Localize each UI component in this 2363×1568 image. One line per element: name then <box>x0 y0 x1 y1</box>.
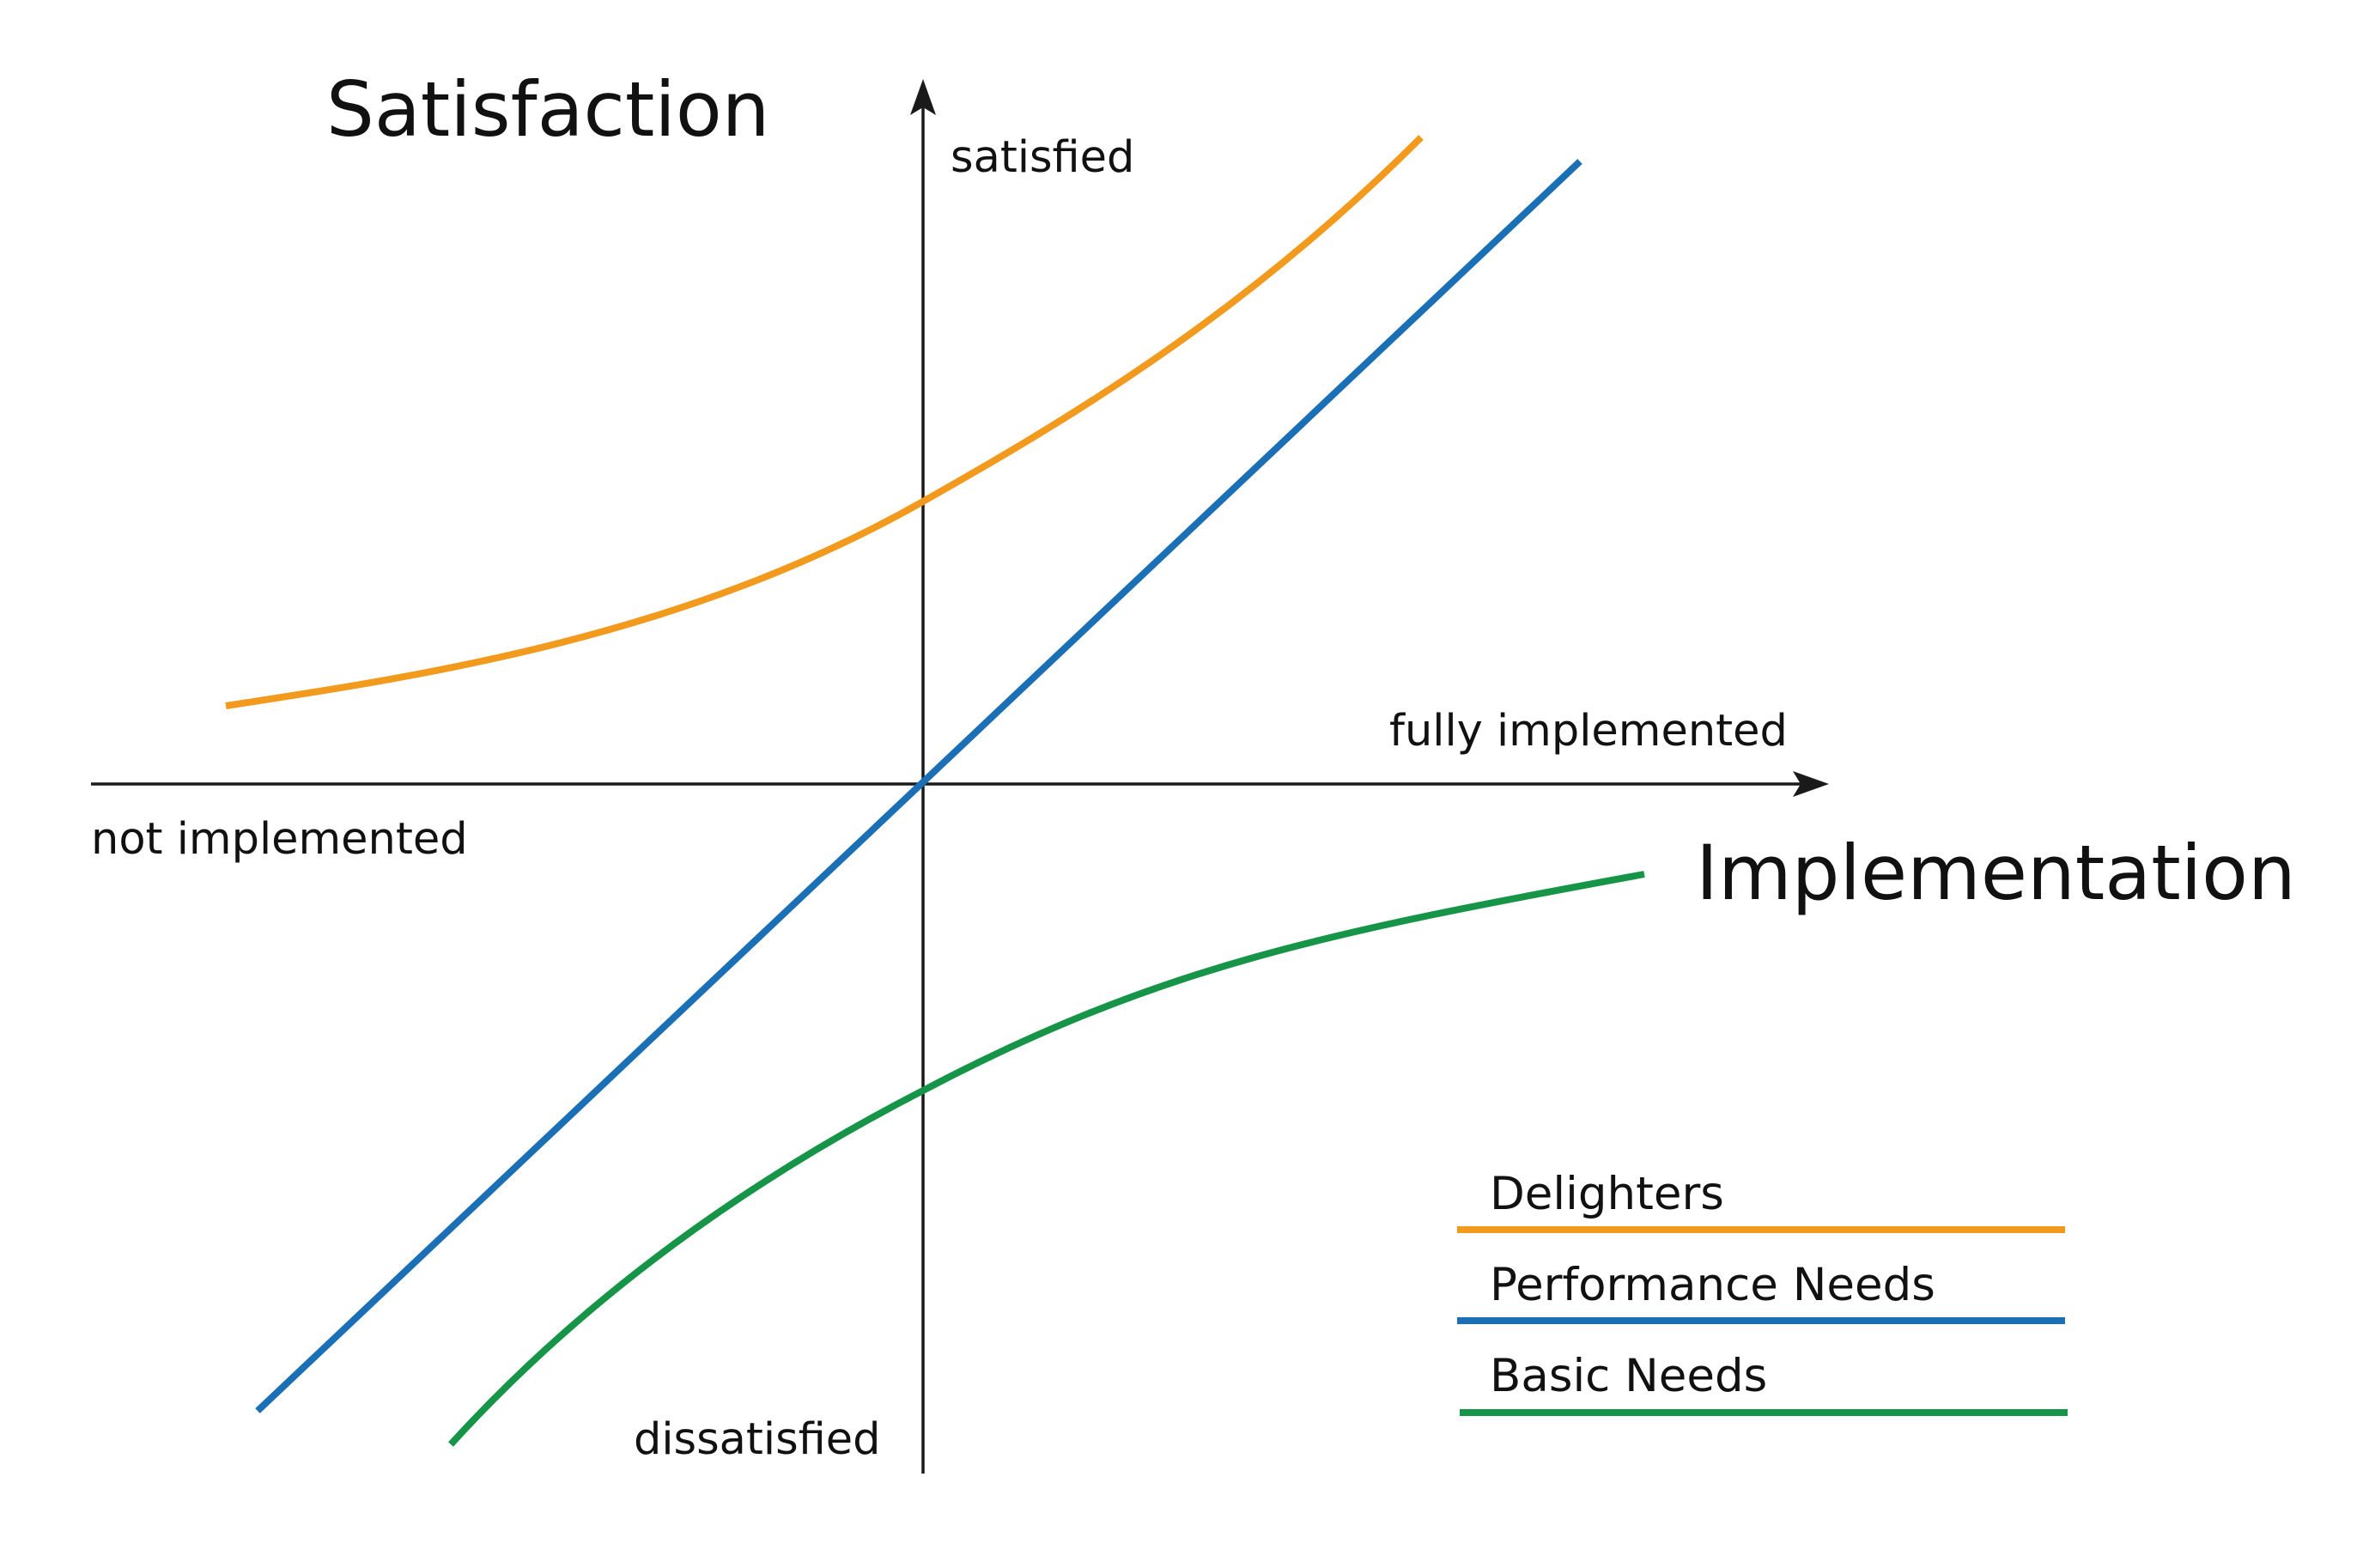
legend-label-basic-needs: Basic Needs <box>1490 1350 1767 1402</box>
legend-item-basic-needs: Basic Needs <box>1460 1350 2068 1416</box>
performance-needs-line <box>255 159 1582 1413</box>
legend-label-delighters: Delighters <box>1490 1168 1724 1220</box>
y-axis-title: Satisfaction <box>326 65 769 154</box>
delighters-curve <box>225 135 1424 709</box>
y-axis-arrow-icon <box>910 79 936 115</box>
x-axis-arrow-icon <box>1793 771 1829 797</box>
y-axis-positive-label: satisfied <box>951 132 1134 183</box>
x-axis-title: Implementation <box>1696 829 2296 917</box>
x-axis-negative-label: not implemented <box>91 814 468 865</box>
basic-needs-curve <box>448 871 1645 1447</box>
x-axis-positive-label: fully implemented <box>1389 706 1788 757</box>
legend-label-performance-needs: Performance Needs <box>1490 1259 1935 1311</box>
legend-item-delighters: Delighters <box>1457 1168 2065 1233</box>
y-axis-negative-label: dissatisfied <box>634 1414 881 1465</box>
legend: Delighters Performance Needs Basic Needs <box>1457 1168 2068 1416</box>
legend-item-performance-needs: Performance Needs <box>1457 1259 2065 1324</box>
